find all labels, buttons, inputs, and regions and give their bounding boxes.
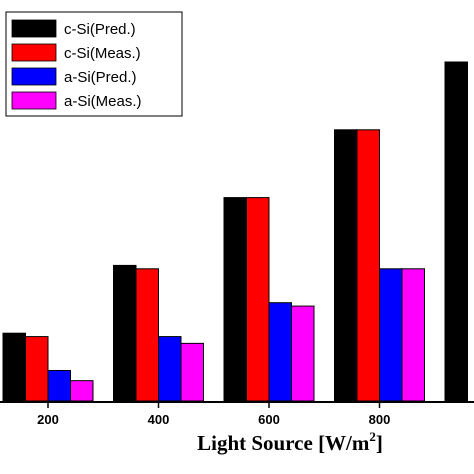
bar-c-si-pred-800 (334, 129, 358, 402)
bar-c-si-meas-400 (135, 268, 159, 402)
bar-c-si-pred-1000 (444, 61, 468, 402)
x-axis-title-main: Light Source [W/m (197, 431, 370, 455)
x-tick-label-400: 400 (148, 412, 170, 427)
bar-a-si-pred-600 (268, 302, 292, 402)
bar-a-si-pred-200 (47, 369, 71, 402)
bar-c-si-pred-400 (113, 264, 137, 402)
bar-a-si-meas-600 (291, 305, 315, 402)
bar-c-si-pred-600 (223, 197, 247, 402)
bar-c-si-meas-600 (246, 197, 270, 402)
bar-a-si-meas-200 (70, 380, 94, 402)
legend-swatch-1 (11, 43, 57, 62)
bar-a-si-meas-400 (180, 342, 204, 402)
legend-swatch-3 (11, 91, 57, 110)
legend-swatch-2 (11, 67, 57, 86)
x-tick-label-200: 200 (37, 412, 59, 427)
bar-c-si-pred-200 (2, 332, 26, 402)
legend: c-Si(Pred.) c-Si(Meas.) a-Si(Pred.) a-Si(Me… (5, 11, 183, 117)
x-tick-label-800: 800 (369, 412, 391, 427)
x-axis-title: Light Source [W/m2] (197, 429, 383, 455)
x-axis-title-end: ] (376, 431, 383, 455)
legend-label-3: a-Si(Meas.) (64, 93, 142, 110)
legend-label-2: a-Si(Pred.) (64, 69, 137, 86)
x-axis-ticks: 2004006008001 (37, 402, 391, 427)
bar-c-si-meas-200 (25, 336, 49, 402)
bar-c-si-meas-800 (356, 129, 380, 402)
bar-a-si-pred-400 (158, 336, 182, 402)
legend-swatch-0 (11, 19, 57, 38)
bar-a-si-meas-800 (401, 268, 425, 402)
x-tick-label-600: 600 (258, 412, 280, 427)
x-axis-title-superscript: 2 (369, 429, 376, 444)
legend-label-0: c-Si(Pred.) (64, 21, 136, 38)
bar-a-si-pred-800 (379, 268, 403, 402)
legend-label-1: c-Si(Meas.) (64, 45, 141, 62)
